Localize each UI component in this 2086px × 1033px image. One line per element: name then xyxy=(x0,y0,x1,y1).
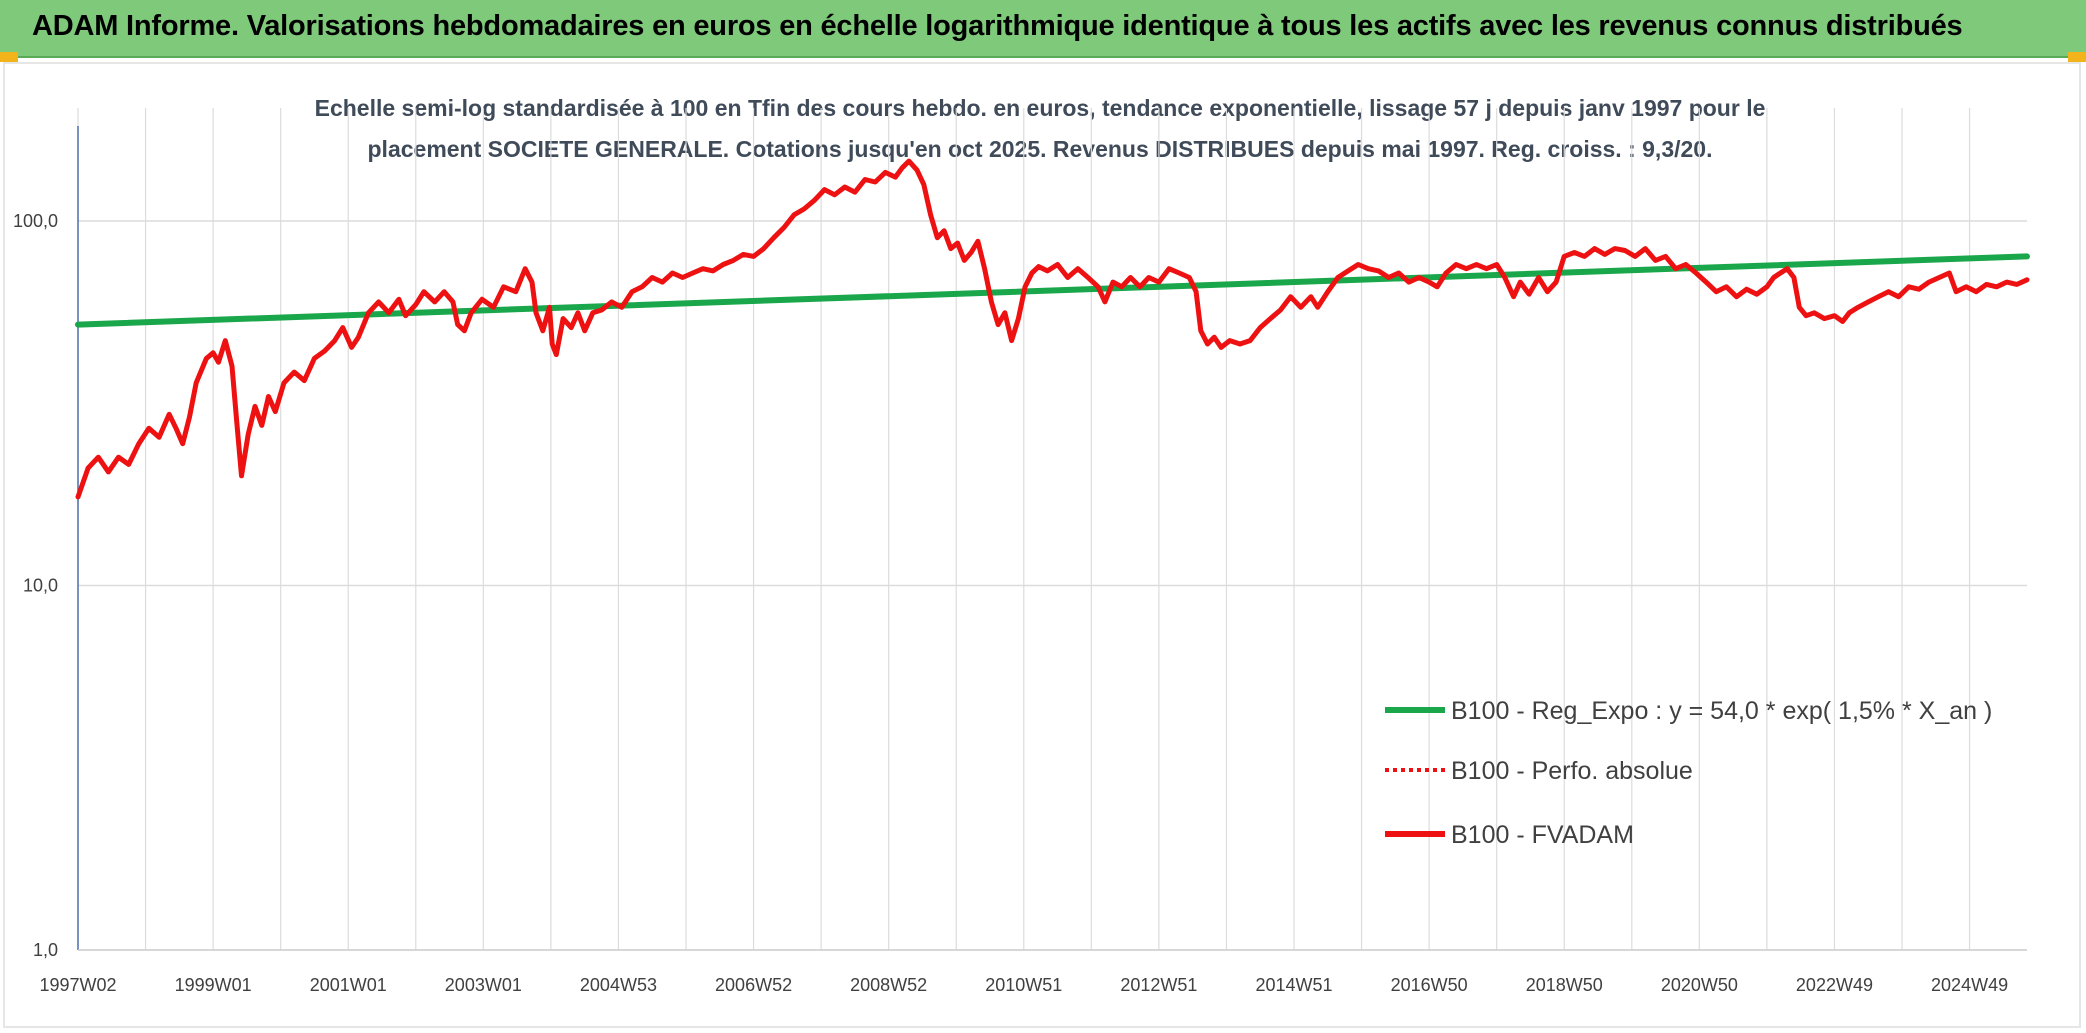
x-tick-label: 2024W49 xyxy=(1931,975,2008,995)
x-tick-label: 2014W51 xyxy=(1255,975,1332,995)
chart-legend: B100 - Reg_Expo : y = 54,0 * exp( 1,5% *… xyxy=(1385,697,1992,849)
corner-marker-left xyxy=(0,52,18,62)
legend-entry: B100 - FVADAM xyxy=(1451,821,1634,849)
x-tick-label: 2010W51 xyxy=(985,975,1062,995)
y-tick-label: 1,0 xyxy=(33,940,58,960)
x-tick-label: 2022W49 xyxy=(1796,975,1873,995)
x-tick-label: 2018W50 xyxy=(1526,975,1603,995)
header-banner: ADAM Informe. Valorisations hebdomadaire… xyxy=(0,0,2086,58)
x-axis: 1997W02 1999W01 2001W01 2003W01 2004W53 2006W… xyxy=(39,949,2027,995)
x-tick-label: 1997W02 xyxy=(39,975,116,995)
x-tick-label: 1999W01 xyxy=(175,975,252,995)
x-tick-label: 2004W53 xyxy=(580,975,657,995)
y-axis: 1,0 10,0 100,0 xyxy=(13,126,79,960)
x-tick-label: 2003W01 xyxy=(445,975,522,995)
series-lines xyxy=(75,158,2030,500)
x-tick-label: 2012W51 xyxy=(1120,975,1197,995)
corner-marker-right xyxy=(2068,52,2086,62)
chart-subtitle-line-1: Echelle semi-log standardisée à 100 en T… xyxy=(315,95,1766,121)
y-tick-label: 100,0 xyxy=(13,211,58,231)
x-tick-label: 2016W50 xyxy=(1391,975,1468,995)
legend-entry: B100 - Perfo. absolue xyxy=(1451,757,1693,785)
fvadam-line xyxy=(75,158,2030,500)
chart-grid xyxy=(77,108,2027,951)
x-tick-label: 2006W52 xyxy=(715,975,792,995)
y-tick-label: 10,0 xyxy=(23,576,58,596)
page-title: ADAM Informe. Valorisations hebdomadaire… xyxy=(32,10,1963,42)
legend-entry: B100 - Reg_Expo : y = 54,0 * exp( 1,5% *… xyxy=(1451,697,1992,725)
chart-frame xyxy=(3,62,2081,1028)
x-tick-label: 2008W52 xyxy=(850,975,927,995)
chart-subtitle-line-2: placement SOCIETE GENERALE. Cotations ju… xyxy=(368,136,1713,162)
x-tick-label: 2020W50 xyxy=(1661,975,1738,995)
x-tick-label: 2001W01 xyxy=(310,975,387,995)
